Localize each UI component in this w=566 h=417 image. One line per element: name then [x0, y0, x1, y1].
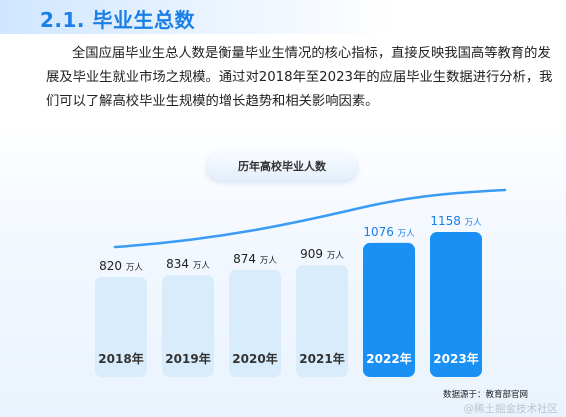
bar-2020年	[229, 269, 281, 377]
bar-2021年	[296, 265, 348, 377]
category-label: 2022年	[366, 351, 411, 366]
bar-2018年	[95, 277, 147, 377]
section-header: 2.1. 毕业生总数	[0, 0, 566, 34]
bar-2023年	[430, 232, 482, 377]
category-label: 2021年	[299, 351, 344, 366]
category-label: 2023年	[433, 351, 478, 366]
category-label: 2018年	[98, 351, 143, 366]
value-label: 834 万人	[166, 257, 210, 271]
value-label: 820 万人	[99, 259, 143, 273]
category-label: 2019年	[165, 351, 210, 366]
intro-paragraph: 全国应届毕业生总人数是衡量毕业生情况的核心指标，直接反映我国高等教育的发展及毕业…	[46, 46, 553, 109]
trend-line	[113, 188, 507, 249]
bar-2019年	[162, 275, 214, 377]
source-note: 数据源于：教育部官网	[442, 390, 528, 400]
watermark: @稀土掘金技术社区	[463, 403, 559, 415]
bar-2022年	[363, 242, 415, 377]
chart-title: 历年高校毕业人数	[207, 153, 357, 180]
value-label: 1158 万人	[430, 214, 482, 228]
category-label: 2020年	[232, 351, 277, 366]
value-label: 874 万人	[233, 252, 277, 266]
section-title: 2.1. 毕业生总数	[40, 8, 195, 32]
value-label: 909 万人	[300, 247, 344, 261]
value-label: 1076 万人	[363, 225, 415, 239]
